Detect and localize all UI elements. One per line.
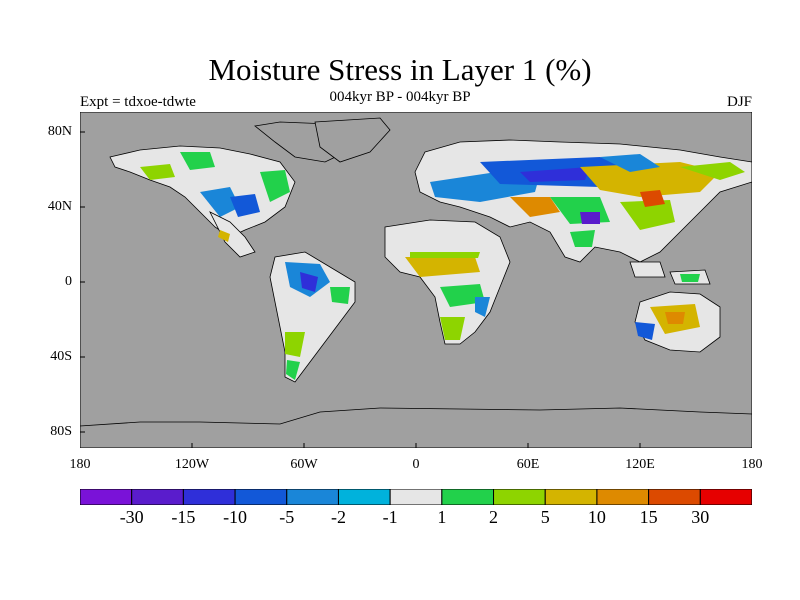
north-america [109,121,366,258]
map-ticks [80,131,641,448]
world-map [80,112,752,448]
colorbar-label: -1 [382,507,398,527]
colorbar-label: -10 [223,507,248,527]
colorbar-label: 2 [489,507,499,527]
season-label: DJF [726,94,752,110]
colorbar-swatch [493,489,546,505]
colorbar-swatch [182,489,236,505]
colorbar-label: -30 [119,507,144,527]
lon-tick-label: 120E [625,457,655,472]
colorbar-swatch [699,489,752,505]
lon-tick-label: 180 [69,457,91,472]
africa [384,219,511,345]
colorbar-label: -15 [171,507,196,527]
map-title: Moisture Stress in Layer 1 (%) [208,52,592,87]
lon-tick-label: 180 [741,457,763,472]
colorbar-label: 5 [540,507,550,527]
colorbar-swatch [389,489,443,505]
australia [634,291,721,353]
lat-tick-label: 0 [65,274,72,289]
colorbar-label: 10 [587,507,606,527]
colorbar-label: 1 [437,507,447,527]
lon-tick-label: 120W [174,457,210,472]
colorbar-swatch [337,489,391,505]
south-america [269,251,356,383]
antarctica [80,407,752,448]
lat-tick-label: 40S [50,349,72,364]
map-subtitle: 004kyr BP - 004kyr BP [329,89,471,105]
greenland [314,117,391,163]
lat-tick-label: 80S [50,424,72,439]
colorbar-swatch [648,489,701,505]
colorbar-swatch [544,489,598,505]
colorbar-label: 30 [691,507,710,527]
colorbar-swatch [286,489,339,505]
colorbar [80,489,752,505]
colorbar-label: -5 [279,507,295,527]
eurasia [414,139,752,263]
colorbar-label: -2 [330,507,346,527]
colorbar-swatch [80,489,133,505]
colorbar-swatch [131,489,184,505]
maritime-southeast-asia [629,261,711,285]
lon-tick-label: 0 [412,457,420,472]
lat-tick-label: 40N [47,199,72,214]
lon-tick-label: 60E [516,457,540,472]
lon-tick-label: 60W [290,457,318,472]
colorbar-swatch [234,489,288,505]
colorbar-swatch [596,489,650,505]
colorbar-label: 15 [639,507,658,527]
experiment-label: Expt = tdxoe-tdwte [80,94,196,110]
colorbar-swatch [441,489,495,505]
lat-tick-label: 80N [47,124,72,139]
